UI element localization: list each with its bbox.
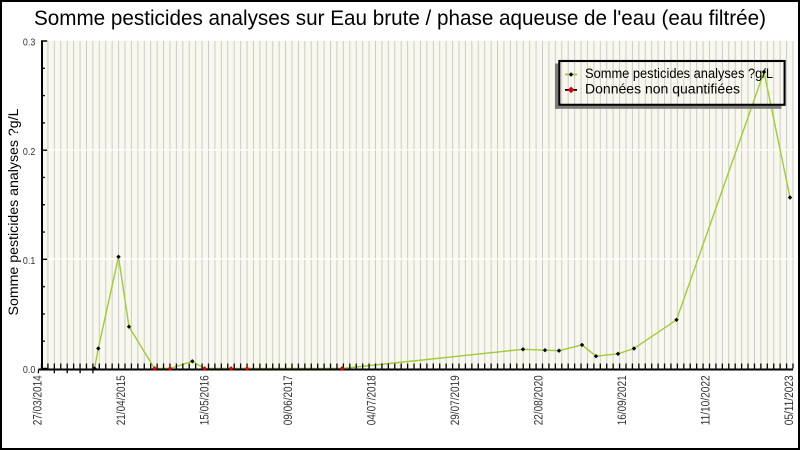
svg-text:04/07/2018: 04/07/2018 <box>367 375 379 425</box>
svg-text:Somme pesticides analyses sur: Somme pesticides analyses sur Eau brute … <box>34 7 766 30</box>
svg-text:11/10/2022: 11/10/2022 <box>701 375 713 425</box>
svg-text:15/05/2016: 15/05/2016 <box>200 375 212 425</box>
svg-text:0.3: 0.3 <box>23 38 36 49</box>
svg-text:0.0: 0.0 <box>23 365 36 376</box>
svg-text:05/11/2023: 05/11/2023 <box>784 375 796 425</box>
svg-text:27/03/2014: 27/03/2014 <box>33 375 45 426</box>
svg-text:Somme pesticides analyses ?g/L: Somme pesticides analyses ?g/L <box>6 108 22 315</box>
svg-text:Somme pesticides analyses ?g/L: Somme pesticides analyses ?g/L <box>585 66 773 82</box>
svg-text:16/09/2021: 16/09/2021 <box>617 375 629 425</box>
svg-text:0.1: 0.1 <box>23 256 36 267</box>
svg-text:21/04/2015: 21/04/2015 <box>116 375 128 425</box>
svg-text:29/07/2019: 29/07/2019 <box>450 375 462 425</box>
svg-text:22/08/2020: 22/08/2020 <box>534 375 546 425</box>
svg-text:0.2: 0.2 <box>23 147 36 158</box>
svg-text:Données non quantifiées: Données non quantifiées <box>585 82 740 98</box>
svg-text:09/06/2017: 09/06/2017 <box>283 375 295 425</box>
